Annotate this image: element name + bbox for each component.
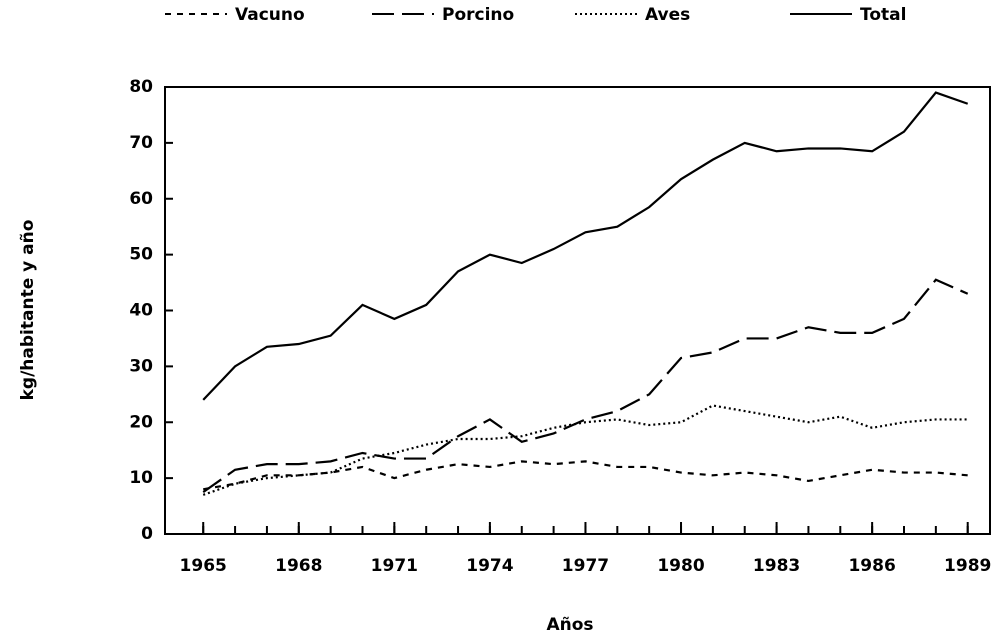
legend-label: Vacuno: [235, 5, 305, 25]
y-tick-label: 30: [129, 356, 153, 376]
y-tick-label: 70: [129, 133, 153, 153]
x-tick-label: 1977: [562, 556, 609, 576]
x-tick-label: 1980: [657, 556, 704, 576]
x-tick-label: 1974: [466, 556, 513, 576]
x-axis-label: Años: [546, 615, 593, 635]
y-tick-label: 80: [129, 77, 153, 97]
y-tick-label: 60: [129, 189, 153, 209]
legend-label: Total: [860, 5, 906, 25]
series-line: [202, 404, 968, 496]
x-tick-label: 1986: [848, 556, 895, 576]
series-line: [202, 278, 969, 493]
legend-label: Porcino: [442, 5, 514, 25]
y-tick-label: 0: [141, 524, 153, 544]
y-tick-label: 50: [129, 245, 153, 265]
y-axis-label: kg/habitante y año: [18, 220, 38, 401]
y-tick-label: 20: [129, 412, 153, 432]
x-tick-label: 1989: [944, 556, 991, 576]
x-tick-label: 1971: [371, 556, 418, 576]
x-tick-label: 1965: [180, 556, 227, 576]
x-tick-label: 1983: [753, 556, 800, 576]
series-line: [202, 91, 969, 401]
series-line: [203, 460, 968, 491]
x-tick-label: 1968: [275, 556, 322, 576]
y-tick-label: 10: [129, 468, 153, 488]
y-tick-label: 40: [129, 301, 153, 321]
legend-label: Aves: [645, 5, 690, 25]
plot-frame: [164, 86, 991, 535]
